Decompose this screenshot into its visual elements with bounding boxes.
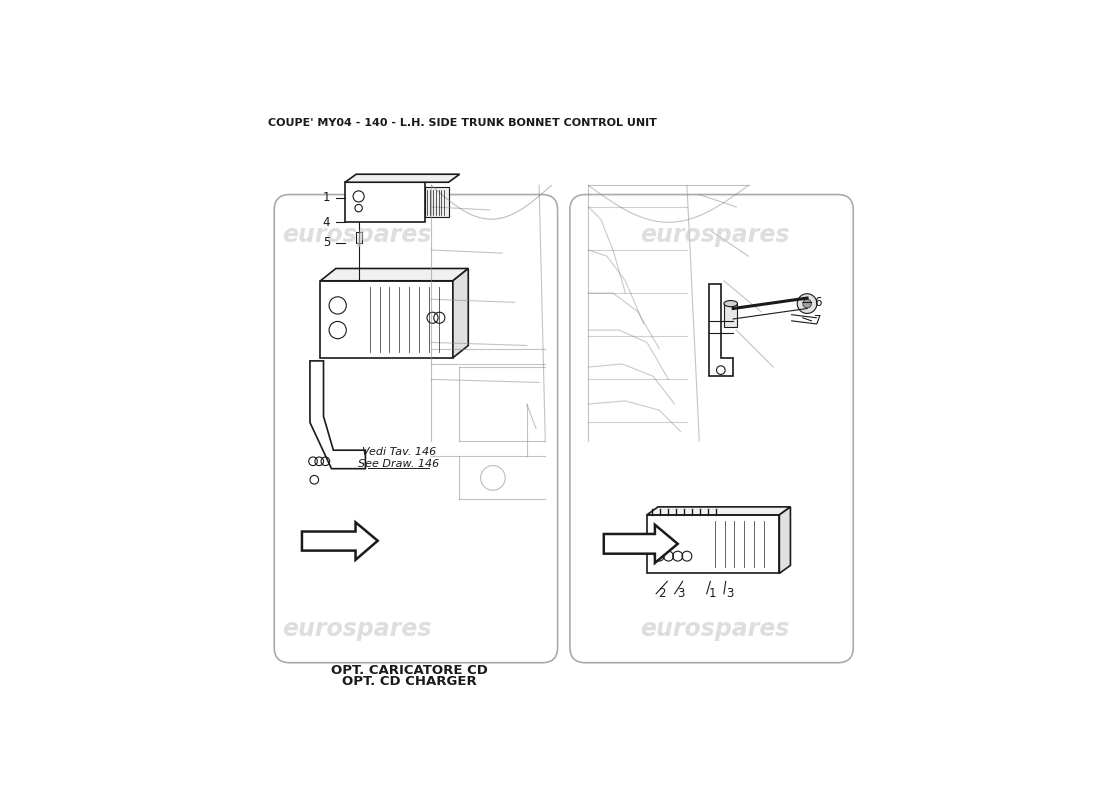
Polygon shape [708, 284, 733, 376]
Bar [345, 182, 425, 222]
Polygon shape [453, 269, 469, 358]
Polygon shape [779, 507, 791, 574]
Text: OPT. CARICATORE CD: OPT. CARICATORE CD [331, 664, 488, 677]
Text: 3: 3 [678, 587, 684, 600]
Polygon shape [310, 361, 365, 469]
Text: 5: 5 [323, 236, 330, 249]
Text: eurospares: eurospares [283, 222, 432, 246]
FancyBboxPatch shape [570, 194, 854, 662]
Text: 3: 3 [726, 587, 734, 600]
Text: 2: 2 [659, 587, 667, 600]
Bar [320, 281, 453, 358]
Polygon shape [320, 269, 469, 281]
Bar [647, 515, 779, 574]
Text: 7: 7 [814, 314, 822, 327]
Text: 4: 4 [322, 216, 330, 229]
Text: eurospares: eurospares [640, 617, 790, 641]
Ellipse shape [724, 301, 737, 306]
Text: eurospares: eurospares [283, 617, 432, 641]
Text: OPT. CD CHARGER: OPT. CD CHARGER [342, 674, 477, 688]
Text: 6: 6 [814, 296, 822, 309]
Text: See Draw. 146: See Draw. 146 [358, 458, 439, 469]
Text: Vedi Tav. 146: Vedi Tav. 146 [362, 447, 436, 457]
FancyBboxPatch shape [274, 194, 558, 662]
Polygon shape [301, 522, 377, 560]
Text: 1: 1 [322, 191, 330, 204]
Circle shape [803, 299, 812, 308]
Polygon shape [647, 507, 791, 515]
Bar [356, 231, 362, 242]
Text: eurospares: eurospares [640, 222, 790, 246]
Polygon shape [345, 174, 460, 182]
Polygon shape [604, 525, 678, 563]
Text: COUPE' MY04 - 140 - L.H. SIDE TRUNK BONNET CONTROL UNIT: COUPE' MY04 - 140 - L.H. SIDE TRUNK BONN… [268, 118, 657, 127]
Bar [425, 187, 449, 218]
Text: 1: 1 [710, 587, 716, 600]
Bar [724, 303, 737, 327]
Circle shape [798, 294, 817, 314]
